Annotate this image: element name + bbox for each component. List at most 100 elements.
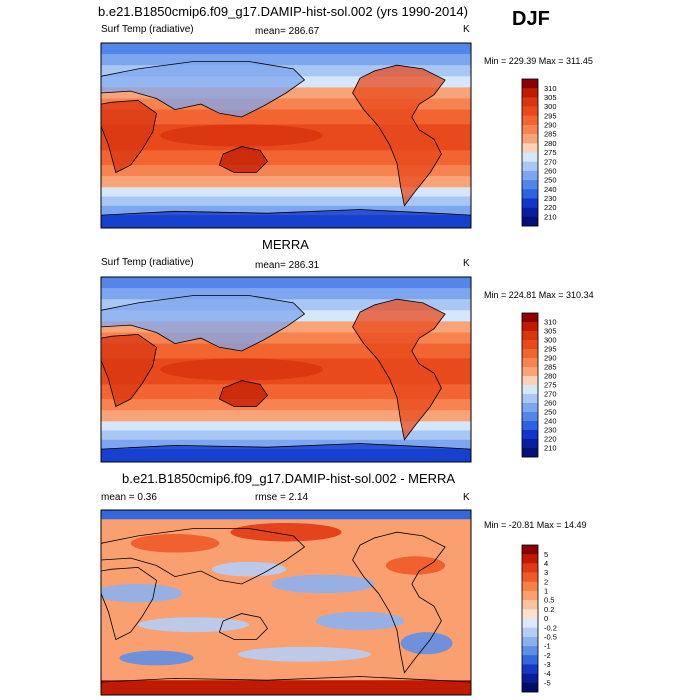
map-panel-3 <box>101 510 471 695</box>
colorbar-tick-label: 210 <box>544 444 557 453</box>
colorbar-tick-label: 270 <box>544 390 557 399</box>
panel3-minmax: Min = -20.81 Max = 14.49 <box>484 520 587 530</box>
panel2-mean: mean= 286.31 <box>255 260 320 271</box>
map-frame <box>100 42 472 229</box>
difference-patch <box>315 611 405 631</box>
colorbar-swatch <box>522 97 538 107</box>
colorbar-swatch <box>522 216 538 227</box>
panel2-variable: Surf Temp (radiative) <box>101 257 194 268</box>
colorbar-swatch <box>522 349 538 359</box>
colorbar-swatch <box>522 340 538 350</box>
temperature-band <box>101 332 471 345</box>
colorbar-tick-label: 270 <box>544 157 557 166</box>
colorbar-swatch <box>522 421 538 431</box>
colorbar-swatch <box>522 430 538 440</box>
colorbar-swatch <box>522 115 538 126</box>
colorbar-swatch <box>522 590 538 601</box>
warm-pool <box>160 124 323 147</box>
colorbar-swatch <box>522 627 538 638</box>
land-australia <box>219 146 268 173</box>
colorbar-tick-label: 285 <box>544 130 557 139</box>
colorbar-swatch <box>522 600 538 610</box>
colorbar-swatch <box>522 358 538 368</box>
colorbar-tick-label: 4 <box>544 559 548 568</box>
colorbar-tick-label: -2 <box>544 651 551 660</box>
colorbar-tick-label: -5 <box>544 678 551 687</box>
difference-patch <box>119 650 194 666</box>
land-antarctica <box>101 209 471 228</box>
colorbar-tick-label: 230 <box>544 194 557 203</box>
colorbar-tick-label: 1 <box>544 587 548 596</box>
panel2-units: K <box>463 258 470 269</box>
panel1-minmax: Min = 229.39 Max = 311.45 <box>484 56 593 66</box>
colorbar-swatch <box>522 439 538 449</box>
colorbar-tick-label: 220 <box>544 435 557 444</box>
colorbar-tick-label: 250 <box>544 176 557 185</box>
coastline-antarctica <box>101 209 471 228</box>
colorbar-swatch <box>522 161 538 172</box>
colorbar-tick-label: 230 <box>544 426 557 435</box>
temperature-band <box>101 430 471 441</box>
colorbar-swatch <box>522 646 538 656</box>
colorbar-tick-label: 300 <box>544 102 557 111</box>
coastline-americas <box>352 298 446 441</box>
temperature-band <box>101 439 471 450</box>
temperature-band <box>101 176 471 188</box>
colorbar-tick-label: 240 <box>544 417 557 426</box>
colorbar-swatch <box>522 207 538 218</box>
colorbar-swatch <box>522 412 538 422</box>
antarctic-band <box>101 680 471 695</box>
colorbar-tick-label: -4 <box>544 669 551 678</box>
colorbar-swatch <box>522 572 538 583</box>
coastline-eurasia <box>101 61 306 118</box>
colorbar-swatch <box>522 394 538 404</box>
coastline-antarctica <box>101 676 471 695</box>
colorbar-swatch <box>522 322 538 332</box>
coastline-antarctica <box>101 443 471 462</box>
temperature-band <box>101 54 471 66</box>
difference-patch <box>230 522 342 542</box>
land-africa <box>101 100 157 173</box>
colorbar-tick-label: 305 <box>544 327 557 336</box>
colorbar-swatch <box>522 152 538 162</box>
colorbar-swatch <box>522 376 538 386</box>
colorbar-tick-label: 300 <box>544 336 557 345</box>
temperature-band <box>101 277 471 289</box>
colorbar-swatch <box>522 636 538 647</box>
colorbar-swatch <box>522 331 538 341</box>
land-eurasia <box>101 295 305 351</box>
temperature-band <box>101 43 471 55</box>
land-eurasia <box>101 61 305 117</box>
colorbar-swatch <box>522 170 538 181</box>
difference-patch <box>138 617 249 633</box>
arctic-band <box>101 510 471 520</box>
panel1-title: b.e21.B1850cmip6.f09_g17.DAMIP-hist-sol.… <box>98 4 468 19</box>
temperature-band <box>101 288 471 300</box>
colorbar-tick-label: 5 <box>544 550 548 559</box>
coastline-africa <box>101 99 157 174</box>
coastline-americas <box>352 531 446 674</box>
colorbar-frame <box>521 312 539 458</box>
colorbar-tick-label: 275 <box>544 148 557 157</box>
colorbar-tick-label: 305 <box>544 93 557 102</box>
colorbar-tick-label: 295 <box>544 111 557 120</box>
panel3-rmse: rmse = 2.14 <box>255 492 309 503</box>
temperature-band <box>101 205 471 216</box>
colorbar-swatch <box>522 124 538 135</box>
colorbar-frame <box>521 78 539 227</box>
difference-patch <box>400 632 453 655</box>
map-frame <box>100 276 472 463</box>
panel3-units: K <box>463 492 470 503</box>
colorbar-tick-label: 250 <box>544 408 557 417</box>
coastline-americas <box>352 64 446 207</box>
map-frame <box>100 509 472 696</box>
panel1-mean: mean= 286.67 <box>255 26 320 37</box>
land-australia <box>219 380 268 407</box>
colorbar-tick-label: 310 <box>544 318 557 327</box>
colorbar-tick-label: 280 <box>544 372 557 381</box>
colorbar-swatch <box>522 554 538 564</box>
temperature-band <box>101 187 471 198</box>
panel1-variable: Surf Temp (radiative) <box>101 24 194 35</box>
difference-patch <box>130 534 220 553</box>
